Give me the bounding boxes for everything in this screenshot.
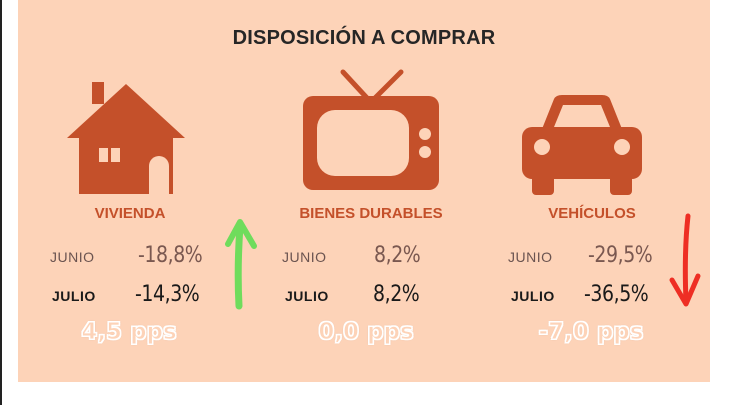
- july-value-vehiculos: -36,5%: [584, 282, 649, 307]
- left-border: [0, 0, 2, 405]
- car-icon: [522, 95, 642, 195]
- house-icon: [67, 82, 185, 194]
- june-label: JUNIO: [50, 249, 95, 265]
- infographic-title: DISPOSICIÓN A COMPRAR: [232, 27, 496, 49]
- label-vehiculos: VEHÍCULOS: [548, 205, 636, 222]
- change-bienes-durables: 0,0 pps: [318, 319, 414, 346]
- june-label: JUNIO: [508, 249, 553, 265]
- june-value-vehiculos: -29,5%: [588, 243, 653, 268]
- june-value-vivienda: -18,8%: [138, 243, 203, 268]
- change-vivienda: 4,5 pps: [81, 319, 177, 346]
- july-value-vivienda: -14,3%: [135, 282, 200, 307]
- down-arrow-icon: [669, 213, 701, 307]
- june-label: JUNIO: [282, 249, 327, 265]
- july-label: JULIO: [52, 288, 96, 304]
- july-label: JULIO: [511, 288, 555, 304]
- infographic-card: DISPOSICIÓN A COMPRAR VIVIENDA BIENES DU…: [18, 0, 710, 382]
- up-arrow-icon: [225, 219, 257, 310]
- label-bienes-durables: BIENES DURABLES: [299, 205, 443, 222]
- tv-icon: [303, 69, 439, 190]
- label-vivienda: VIVIENDA: [94, 205, 166, 222]
- change-vehiculos: -7,0 pps: [538, 319, 644, 346]
- july-value-bienes-durables: 8,2%: [373, 282, 420, 307]
- june-value-bienes-durables: 8,2%: [374, 243, 421, 268]
- july-label: JULIO: [285, 288, 329, 304]
